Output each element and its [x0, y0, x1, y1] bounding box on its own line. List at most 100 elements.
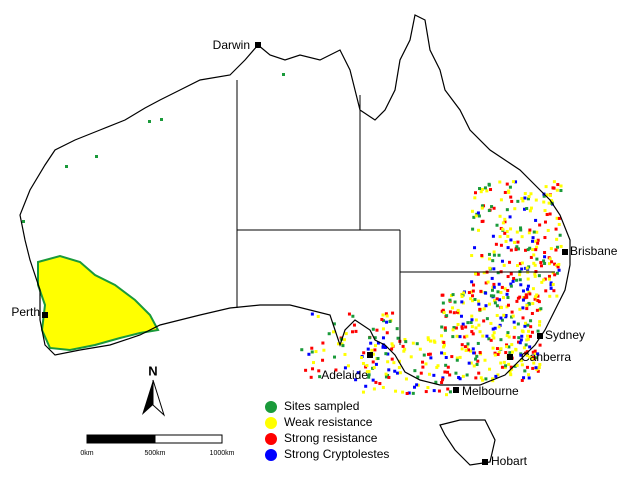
site-dot	[472, 351, 476, 355]
site-dot	[500, 259, 504, 263]
site-dot	[300, 348, 304, 352]
site-dot	[499, 243, 503, 247]
site-dot	[505, 182, 509, 186]
site-dot	[341, 344, 345, 348]
site-dot	[354, 329, 358, 333]
site-dot	[515, 363, 519, 367]
site-dot	[555, 237, 559, 241]
site-dot	[492, 206, 496, 210]
site-dot	[557, 222, 561, 226]
site-dot	[470, 254, 474, 258]
site-dot	[371, 327, 375, 331]
site-dot	[484, 377, 488, 381]
site-dot	[526, 334, 530, 338]
site-dot	[371, 352, 375, 356]
site-dot	[457, 375, 461, 379]
site-dot	[367, 373, 371, 377]
site-dot	[440, 351, 444, 355]
site-dot	[391, 344, 395, 348]
site-dot	[432, 389, 436, 393]
site-dot	[518, 307, 522, 311]
city-label: Perth	[11, 305, 40, 319]
site-dot	[385, 320, 389, 324]
site-dot	[531, 239, 535, 243]
site-dot	[373, 348, 377, 352]
site-dot	[495, 297, 499, 301]
site-dot	[418, 347, 422, 351]
site-dot	[522, 376, 526, 380]
site-dot	[440, 325, 444, 329]
site-dot	[426, 386, 430, 390]
site-dot	[397, 359, 401, 363]
site-dot	[503, 366, 507, 370]
site-dot	[481, 378, 485, 382]
scale-bar: 0km 500km 1000km	[80, 434, 235, 457]
site-dot	[495, 304, 499, 308]
site-dot	[503, 220, 507, 224]
site-dot	[555, 216, 559, 220]
site-dot	[95, 155, 98, 158]
site-dot	[533, 274, 537, 278]
site-dot	[492, 250, 496, 254]
site-dot	[559, 184, 563, 188]
site-dot	[381, 385, 385, 389]
site-dot	[509, 248, 513, 252]
site-dot	[506, 246, 510, 250]
site-dot	[456, 322, 460, 326]
site-dot	[443, 326, 447, 330]
site-dot	[505, 229, 509, 233]
site-dot	[519, 283, 523, 287]
site-dot	[282, 73, 285, 76]
site-dot	[479, 376, 483, 380]
site-dot	[538, 223, 542, 227]
site-dot	[531, 302, 535, 306]
site-dot	[555, 271, 559, 275]
site-dot	[463, 335, 467, 339]
site-dot	[441, 308, 445, 312]
site-dot	[549, 247, 553, 251]
site-dot	[521, 199, 525, 203]
site-dot	[494, 242, 498, 246]
site-dot	[556, 183, 560, 187]
site-dot	[553, 273, 557, 277]
site-dot	[492, 331, 496, 335]
site-dot	[536, 329, 540, 333]
site-dot	[480, 206, 484, 210]
site-dot	[395, 371, 399, 375]
city-label: Canberra	[521, 350, 571, 364]
site-dot	[491, 379, 495, 383]
site-dot	[473, 196, 477, 200]
site-dot	[424, 362, 428, 366]
site-dot	[537, 366, 541, 370]
site-dot	[446, 387, 450, 391]
site-dot	[460, 347, 464, 351]
site-dot	[510, 343, 514, 347]
site-dot	[546, 228, 550, 232]
site-dot	[551, 282, 555, 286]
site-dot	[512, 276, 516, 280]
site-dot	[494, 374, 498, 378]
site-dot	[478, 351, 482, 355]
site-dot	[511, 350, 515, 354]
site-dot	[527, 195, 531, 199]
site-dot	[501, 221, 505, 225]
site-dot	[525, 307, 529, 311]
site-dot	[535, 257, 539, 261]
site-dot	[488, 302, 492, 306]
site-dot	[553, 262, 557, 266]
site-dot	[503, 217, 507, 221]
site-dot	[384, 352, 388, 356]
site-dot	[504, 239, 508, 243]
site-dot	[22, 220, 25, 223]
site-dot	[530, 311, 534, 315]
site-dot	[332, 330, 336, 334]
site-dot	[511, 279, 515, 283]
site-dot	[527, 376, 531, 380]
site-dot	[470, 209, 474, 213]
site-dot	[498, 180, 502, 184]
site-dot	[455, 358, 459, 362]
site-dot	[426, 338, 430, 342]
site-dot	[390, 342, 394, 346]
site-dot	[523, 296, 527, 300]
site-dot	[474, 318, 478, 322]
